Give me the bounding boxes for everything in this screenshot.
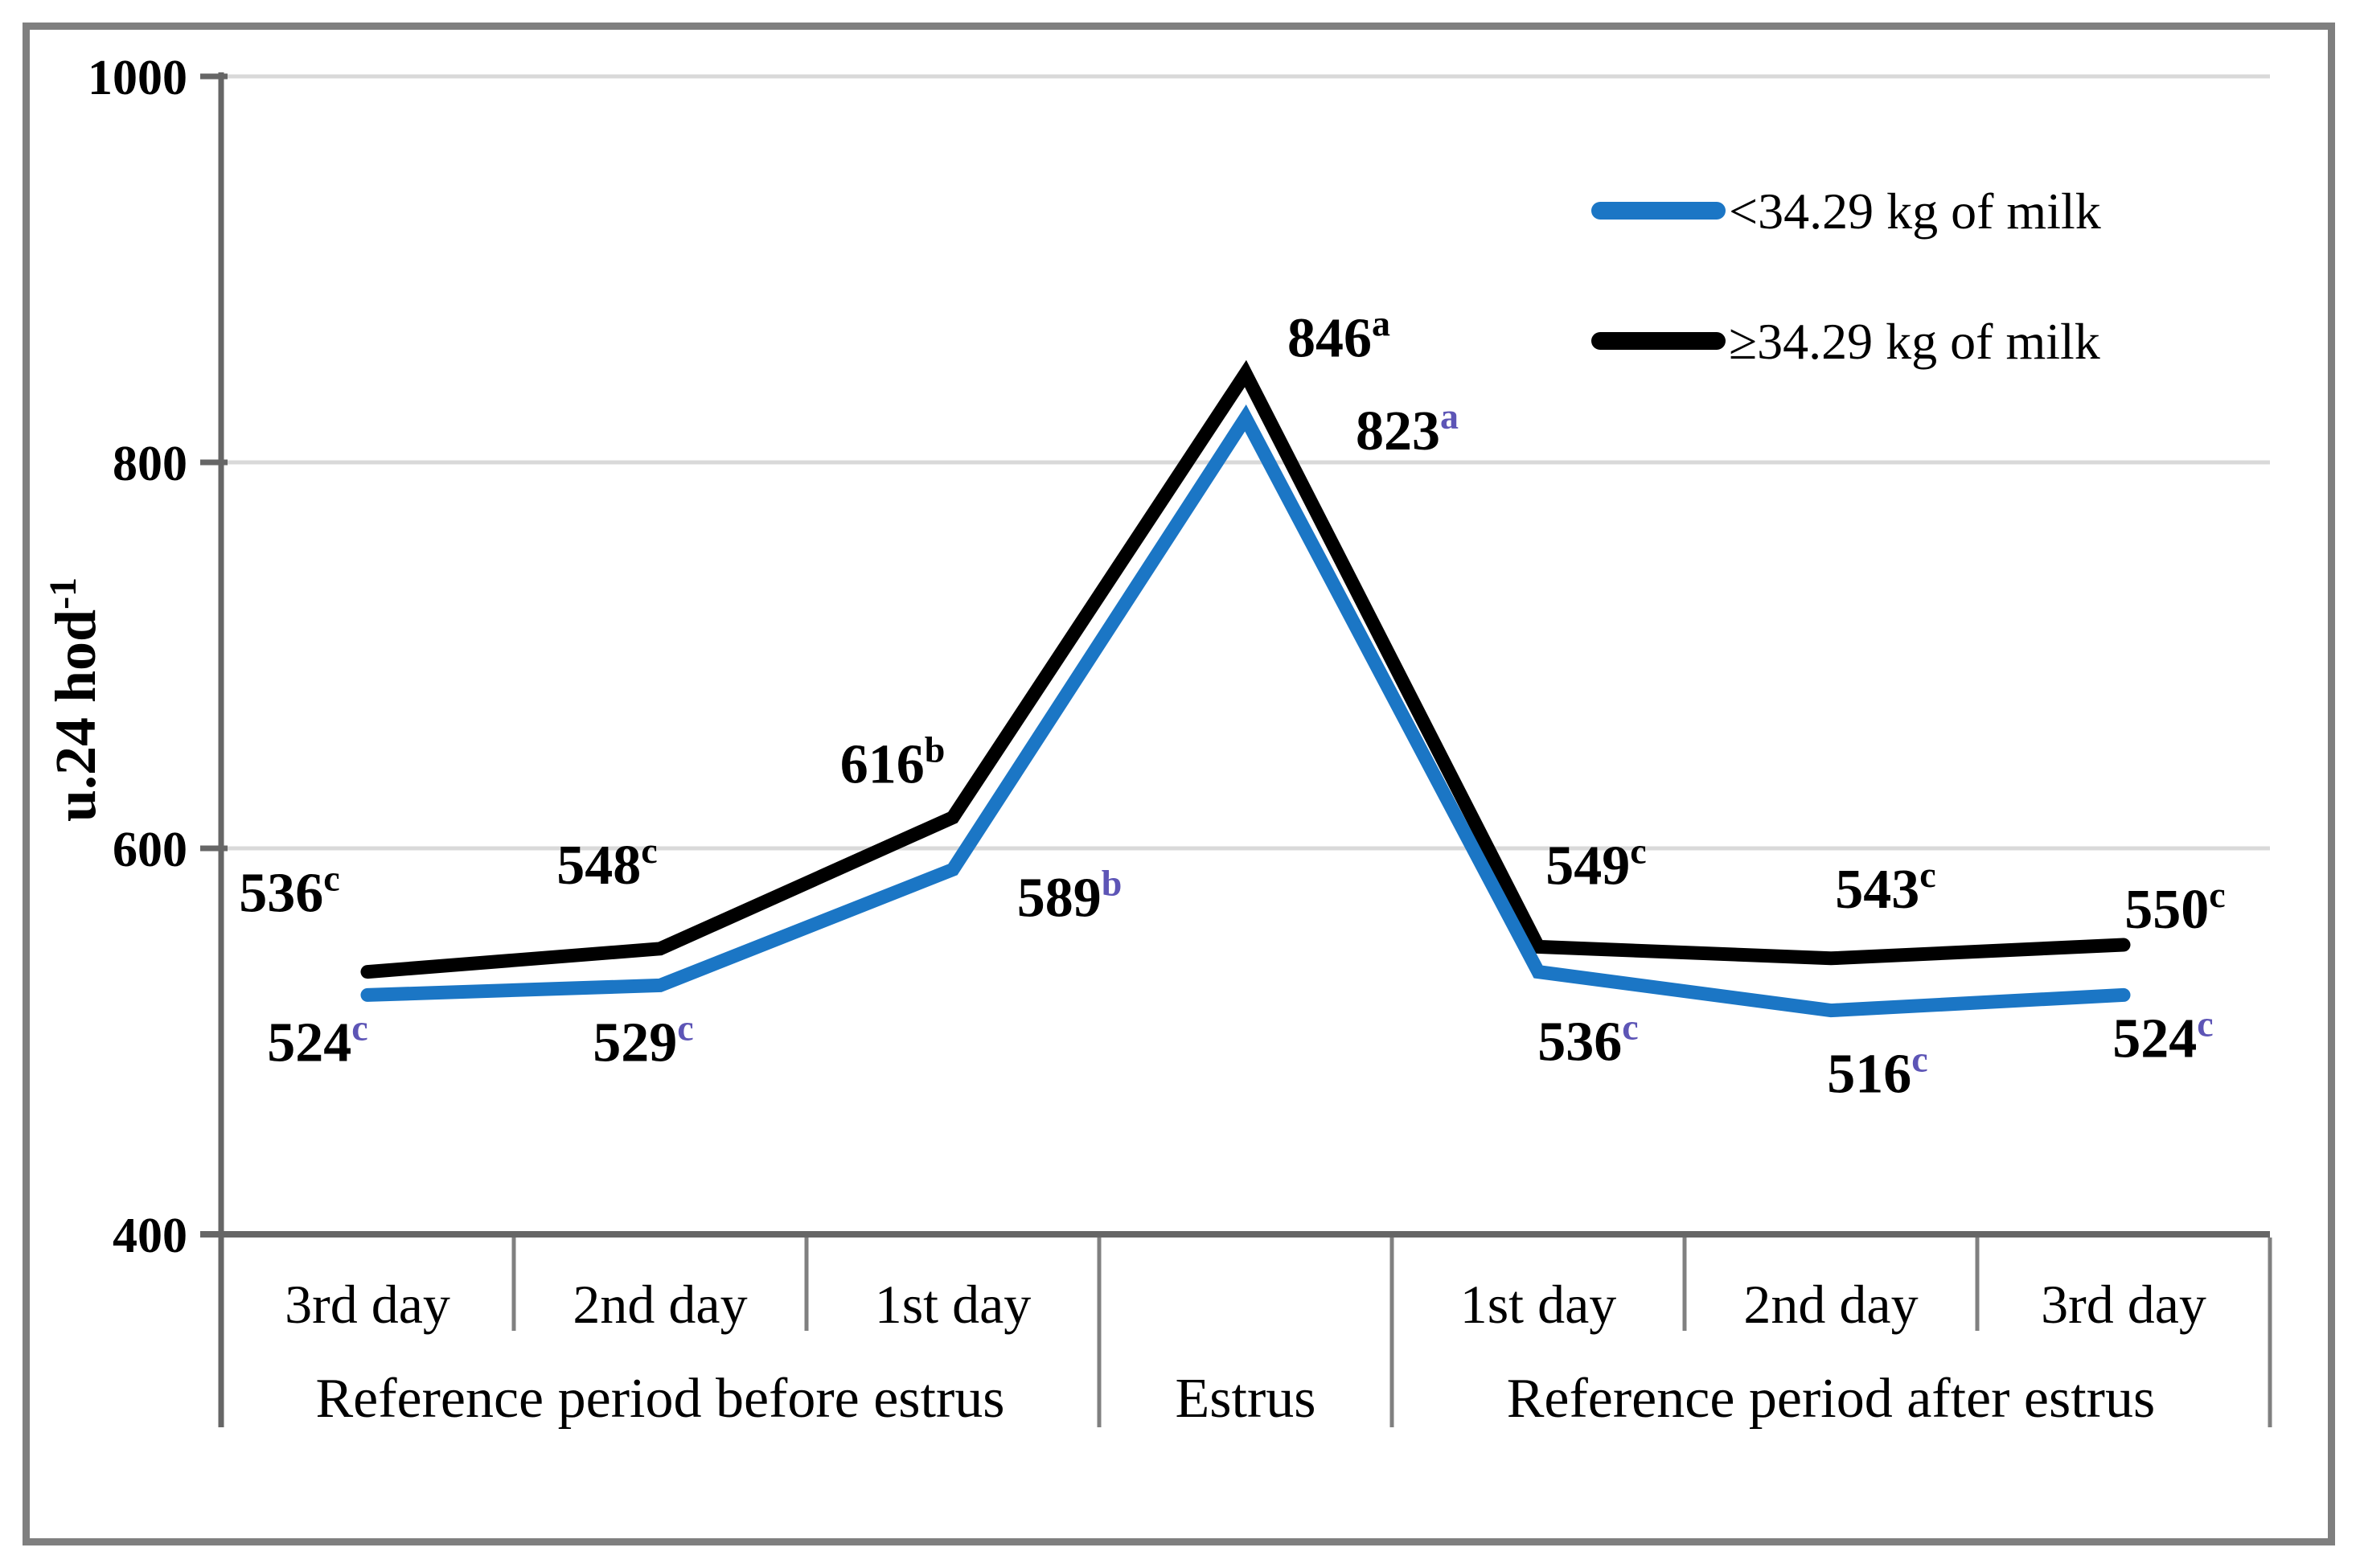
group-labels-layer: Reference period before estrus Estrus Refe… [315, 1368, 2155, 1430]
data-label-value: 516 [1827, 1044, 1911, 1106]
data-label: 524c [2112, 1003, 2213, 1069]
data-label: 548c [556, 830, 657, 897]
group-label: Reference period before estrus [315, 1368, 1004, 1430]
data-label-value: 536 [1537, 1012, 1622, 1073]
data-label-superscript: c [1622, 1007, 1638, 1048]
data-label: 536c [239, 858, 339, 925]
y-tick-label: 600 [113, 823, 187, 877]
day-label: 1st day [875, 1274, 1032, 1335]
y-axis-title: u.24 hod-1 [42, 577, 108, 822]
data-label: 589b [1017, 862, 1123, 929]
data-label-value: 524 [2112, 1008, 2197, 1069]
data-label-value: 548 [556, 835, 641, 897]
y-tick-label: 800 [113, 437, 187, 491]
data-label: 616b [840, 729, 946, 796]
data-label-superscript: a [1372, 303, 1390, 344]
legend-label-low-milk: <34.29 kg of milk [1729, 183, 2101, 240]
legend-label-high-milk: ≥34.29 kg of milk [1729, 313, 2100, 370]
gridlines-layer [224, 74, 2270, 851]
data-label-superscript: c [351, 1007, 367, 1048]
y-axis-title-base: u.24 hod [43, 610, 108, 822]
day-label: 3rd day [285, 1274, 450, 1335]
data-label-value: 550 [2124, 879, 2209, 941]
day-label: 2nd day [1743, 1274, 1918, 1335]
series-layer [360, 359, 2131, 1018]
series-line-high-milk [360, 359, 2131, 979]
legend: <34.29 kg of milk ≥34.29 kg of milk [1591, 183, 2101, 370]
data-label-value: 543 [1835, 859, 1919, 921]
data-label: 516c [1827, 1039, 1927, 1106]
data-label-superscript: c [1919, 854, 1935, 895]
data-label-value: 846 [1287, 308, 1372, 370]
data-label-superscript: c [323, 858, 339, 899]
day-label: 2nd day [573, 1274, 747, 1335]
day-label: 1st day [1460, 1274, 1617, 1335]
data-label-superscript: c [2209, 874, 2225, 915]
day-labels-layer: 3rd day 2nd day 1st day 1st day 2nd day 3rd d… [285, 1274, 2206, 1335]
data-label-value: 616 [840, 734, 925, 796]
y-tick-labels-layer: 400 600 800 1000 [88, 51, 187, 1263]
axes-layer [200, 72, 2270, 1427]
data-label-superscript: c [1911, 1039, 1927, 1080]
legend-item-low-milk: <34.29 kg of milk [1591, 183, 2101, 240]
data-label-value: 549 [1545, 835, 1630, 897]
data-label-superscript: c [2197, 1003, 2213, 1044]
data-label: 529c [593, 1007, 693, 1073]
data-label-value: 529 [593, 1012, 677, 1073]
data-label: 823a [1356, 396, 1459, 462]
data-label: 543c [1835, 854, 1935, 921]
data-label: 536c [1537, 1007, 1638, 1073]
data-label-superscript: b [1102, 862, 1123, 903]
data-label: 524c [267, 1007, 367, 1073]
data-label-superscript: b [925, 729, 946, 770]
data-label-superscript: c [641, 830, 657, 871]
data-label-value: 823 [1356, 400, 1440, 462]
group-label: Reference period after estrus [1507, 1368, 2156, 1430]
y-tick-label: 400 [113, 1209, 187, 1263]
data-label-value: 589 [1017, 867, 1102, 929]
data-label: 549c [1545, 830, 1646, 897]
data-label-superscript: c [1630, 830, 1646, 871]
y-axis-title-superscript: -1 [42, 577, 84, 610]
data-label-value: 536 [239, 863, 323, 925]
data-label: 846a [1287, 303, 1390, 370]
day-label: 3rd day [2041, 1274, 2206, 1335]
y-tick-label: 1000 [88, 51, 187, 105]
data-label: 550c [2124, 874, 2225, 941]
category-dividers-layer [511, 1238, 2272, 1427]
group-label: Estrus [1176, 1368, 1316, 1430]
data-label-superscript: a [1440, 396, 1459, 437]
data-label-value: 524 [267, 1012, 351, 1073]
data-label-superscript: c [677, 1007, 693, 1048]
legend-item-high-milk: ≥34.29 kg of milk [1591, 313, 2100, 370]
figure-border [23, 23, 2335, 1545]
series-line-low-milk [360, 404, 2131, 1018]
